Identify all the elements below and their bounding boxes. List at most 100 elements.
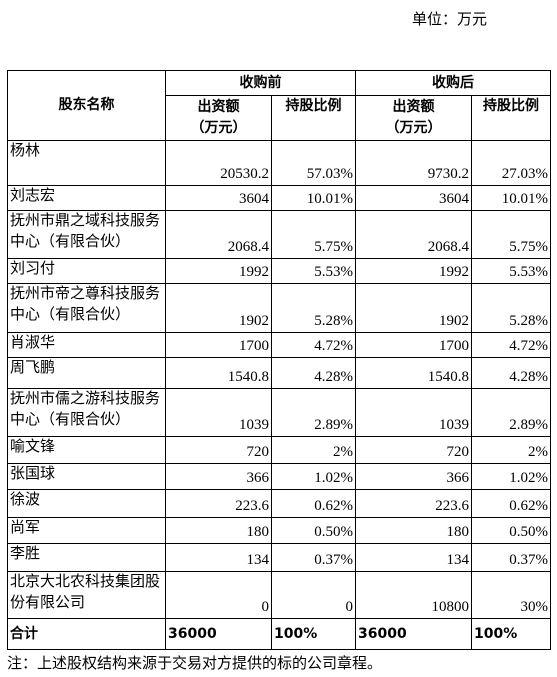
cell-value: 4.28%	[471, 357, 551, 389]
cell-value: 36000	[355, 618, 472, 650]
table-row: 抚州市儒之游科技服务中心（有限合伙） 1039 2.89% 1039 2.89%	[7, 388, 551, 437]
cell-value: 1.02%	[271, 463, 356, 490]
cell-value: 223.6	[355, 489, 472, 518]
header-group: 收购后	[355, 70, 551, 96]
cell-value: 5.75%	[271, 210, 356, 259]
cell-value: 1992	[165, 258, 272, 284]
cell-value: 100%	[471, 618, 551, 650]
cell-value: 0.62%	[471, 489, 551, 518]
cell-name: 杨林	[7, 140, 166, 186]
table-row: 徐波 223.6 0.62% 223.6 0.62%	[7, 489, 551, 518]
cell-value: 720	[355, 436, 472, 464]
cell-value: 5.53%	[271, 258, 356, 284]
cell-value: 1700	[165, 332, 272, 358]
header-column: 持股比例	[271, 95, 356, 141]
cell-value: 3604	[165, 185, 272, 211]
cell-value: 5.28%	[271, 283, 356, 333]
cell-name: 肖淑华	[7, 332, 166, 358]
cell-value: 0	[271, 571, 356, 619]
cell-name: 抚州市儒之游科技服务中心（有限合伙）	[7, 388, 166, 437]
cell-value: 36000	[165, 618, 272, 650]
header-column: 持股比例	[471, 95, 551, 141]
cell-value: 3604	[355, 185, 472, 211]
cell-value: 134	[165, 543, 272, 572]
cell-value: 2068.4	[355, 210, 472, 259]
cell-value: 0	[165, 571, 272, 619]
cell-value: 2.89%	[271, 388, 356, 437]
cell-value: 1039	[165, 388, 272, 437]
cell-name: 尚军	[7, 517, 166, 544]
cell-value: 1700	[355, 332, 472, 358]
cell-value: 27.03%	[471, 140, 551, 186]
cell-value: 4.72%	[271, 332, 356, 358]
table-row: 抚州市鼎之域科技服务中心（有限合伙） 2068.4 5.75% 2068.4 5.75%	[7, 210, 551, 259]
cell-name: 徐波	[7, 489, 166, 518]
table-row: 刘习付 1992 5.53% 1992 5.53%	[7, 258, 551, 284]
table-row: 合计 36000 100% 36000 100%	[7, 618, 551, 650]
cell-value: 57.03%	[271, 140, 356, 186]
cell-value: 0.50%	[271, 517, 356, 544]
cell-value: 1540.8	[165, 357, 272, 389]
table-row: 李胜 134 0.37% 134 0.37%	[7, 543, 551, 572]
cell-name: 合计	[7, 618, 166, 650]
cell-value: 5.75%	[471, 210, 551, 259]
cell-value: 9730.2	[355, 140, 472, 186]
cell-name: 李胜	[7, 543, 166, 572]
cell-value: 180	[165, 517, 272, 544]
cell-name: 喻文锋	[7, 436, 166, 464]
cell-value: 0.37%	[271, 543, 356, 572]
equity-table: 股东名称 收购前 收购后 出资额 （万元） 持股比例 出资额 （万元） 持股比例…	[7, 70, 551, 650]
cell-value: 2.89%	[471, 388, 551, 437]
table-row: 杨林 20530.2 57.03% 9730.2 27.03%	[7, 140, 551, 186]
cell-value: 223.6	[165, 489, 272, 518]
footnote: 注：上述股权结构来源于交易对方提供的标的公司章程。	[7, 656, 383, 672]
cell-value: 1.02%	[471, 463, 551, 490]
cell-value: 0.62%	[271, 489, 356, 518]
table-row: 张国球 366 1.02% 366 1.02%	[7, 463, 551, 490]
table-row: 喻文锋 720 2% 720 2%	[7, 436, 551, 464]
cell-value: 720	[165, 436, 272, 464]
table-row: 肖淑华 1700 4.72% 1700 4.72%	[7, 332, 551, 358]
header-column: 出资额 （万元）	[165, 95, 272, 141]
cell-value: 0.37%	[471, 543, 551, 572]
cell-value: 20530.2	[165, 140, 272, 186]
cell-value: 1039	[355, 388, 472, 437]
header-column: 出资额 （万元）	[355, 95, 472, 141]
table-row: 刘志宏 3604 10.01% 3604 10.01%	[7, 185, 551, 211]
cell-name: 北京大北农科技集团股份有限公司	[7, 571, 166, 619]
cell-value: 100%	[271, 618, 356, 650]
cell-value: 30%	[471, 571, 551, 619]
cell-value: 0.50%	[471, 517, 551, 544]
cell-name: 张国球	[7, 463, 166, 490]
table-row: 北京大北农科技集团股份有限公司 0 0 10800 30%	[7, 571, 551, 619]
cell-value: 366	[165, 463, 272, 490]
cell-value: 1540.8	[355, 357, 472, 389]
cell-name: 抚州市帝之尊科技服务中心（有限合伙）	[7, 283, 166, 333]
cell-value: 1902	[355, 283, 472, 333]
cell-value: 1902	[165, 283, 272, 333]
cell-value: 4.72%	[471, 332, 551, 358]
cell-value: 1992	[355, 258, 472, 284]
cell-value: 5.53%	[471, 258, 551, 284]
cell-value: 10.01%	[271, 185, 356, 211]
cell-name: 刘志宏	[7, 185, 166, 211]
cell-name: 周飞鹏	[7, 357, 166, 389]
table-body: 杨林 20530.2 57.03% 9730.2 27.03% 刘志宏 3604 10.01%…	[7, 140, 551, 650]
cell-value: 2%	[471, 436, 551, 464]
cell-value: 2%	[271, 436, 356, 464]
cell-value: 2068.4	[165, 210, 272, 259]
header-name: 股东名称	[7, 70, 166, 141]
header-group: 收购前	[165, 70, 356, 96]
cell-name: 抚州市鼎之域科技服务中心（有限合伙）	[7, 210, 166, 259]
cell-value: 366	[355, 463, 472, 490]
cell-value: 10800	[355, 571, 472, 619]
table-row: 尚军 180 0.50% 180 0.50%	[7, 517, 551, 544]
cell-value: 134	[355, 543, 472, 572]
table-row: 抚州市帝之尊科技服务中心（有限合伙） 1902 5.28% 1902 5.28%	[7, 283, 551, 333]
cell-value: 4.28%	[271, 357, 356, 389]
cell-name: 刘习付	[7, 258, 166, 284]
table-row: 周飞鹏 1540.8 4.28% 1540.8 4.28%	[7, 357, 551, 389]
cell-value: 180	[355, 517, 472, 544]
cell-value: 5.28%	[471, 283, 551, 333]
